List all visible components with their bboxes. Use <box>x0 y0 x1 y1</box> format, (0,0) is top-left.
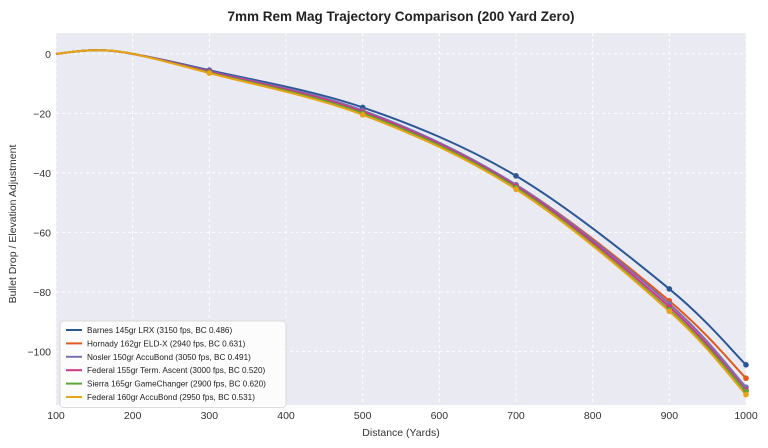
series-0-point-5 <box>513 173 519 179</box>
x-tick-label-4: 500 <box>354 410 372 422</box>
y-ticks: 0 −20 −40 −60 −80 −100 <box>27 49 51 359</box>
x-tick-label-8: 900 <box>661 410 679 422</box>
x-tick-label-0: 100 <box>47 410 65 422</box>
legend-label-4: Sierra 165gr GameChanger (2900 fps, BC 0… <box>87 380 266 389</box>
legend-label-1: Hornady 162gr ELD-X (2940 fps, BC 0.631) <box>87 339 246 348</box>
series-5-point-3 <box>206 70 213 76</box>
legend-label-2: Nosler 150gr AccuBond (3050 fps, BC 0.49… <box>87 353 251 362</box>
x-tick-label-1: 200 <box>124 410 142 422</box>
series-0-point-6 <box>666 286 673 292</box>
y-tick-label-3: −60 <box>33 227 51 239</box>
y-tick-label-2: −40 <box>33 168 51 180</box>
series-5-point-7 <box>743 391 749 398</box>
legend-label-0: Barnes 145gr LRX (3150 fps, BC 0.486) <box>87 326 232 335</box>
y-tick-label-0: 0 <box>45 49 51 61</box>
series-markers <box>206 67 749 398</box>
y-tick-label-4: −80 <box>33 287 51 299</box>
legend-label-3: Federal 155gr Term. Ascent (3000 fps, BC… <box>87 366 266 375</box>
series-5-point-6 <box>666 308 673 315</box>
series-1-point-7 <box>743 375 749 382</box>
grid <box>55 33 747 405</box>
chart-title: 7mm Rem Mag Trajectory Comparison (200 Y… <box>227 9 574 24</box>
series-0-point-7 <box>743 362 749 368</box>
y-tick-label-5: −100 <box>27 346 51 358</box>
x-tick-label-6: 700 <box>507 410 525 422</box>
x-tick-label-3: 400 <box>277 410 295 422</box>
legend-box <box>59 320 287 408</box>
y-axis-label: Bullet Drop / Elevation Adjustment <box>7 145 19 304</box>
x-axis-label: Distance (Yards) <box>362 427 439 439</box>
x-ticks: 100 200 300 400 500 600 700 800 900 1000 <box>47 410 758 422</box>
x-tick-label-7: 800 <box>584 410 602 422</box>
legend: Barnes 145gr LRX (3150 fps, BC 0.486) Hor… <box>59 320 287 408</box>
y-tick-label-1: −20 <box>33 108 51 120</box>
series-5-point-5 <box>513 186 519 193</box>
x-tick-label-9: 1000 <box>734 410 758 422</box>
legend-label-5: Federal 160gr AccuBond (2950 fps, BC 0.5… <box>87 393 255 402</box>
series-5-point-4 <box>359 112 366 118</box>
x-tick-label-2: 300 <box>201 410 219 422</box>
x-tick-label-5: 600 <box>431 410 449 422</box>
